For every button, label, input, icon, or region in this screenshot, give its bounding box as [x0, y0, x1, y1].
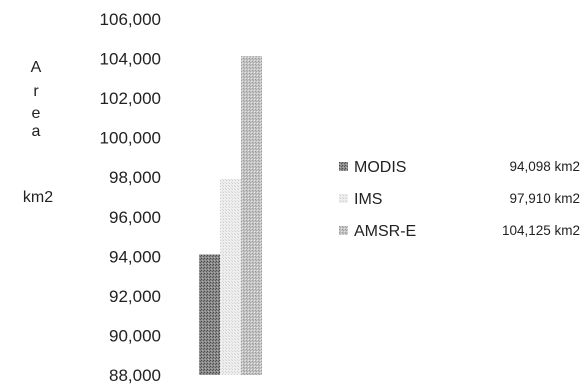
y-axis-ticks: 106,000 104,000 102,000 100,000 98,000 96,000… [100, 10, 161, 385]
y-tick-label: 98,000 [109, 168, 161, 187]
legend-value: 94,098 km2 [509, 159, 580, 174]
legend-label: MODIS [354, 159, 406, 176]
bars [199, 56, 262, 375]
y-tick-label: 104,000 [100, 50, 161, 69]
legend-swatch [339, 194, 348, 203]
y-tick-label: 102,000 [100, 89, 161, 108]
y-tick-label: 92,000 [109, 287, 161, 306]
legend-swatch [339, 226, 348, 235]
legend-swatch [339, 162, 348, 171]
bar-ims [220, 179, 241, 375]
legend-value: 104,125 km2 [502, 223, 580, 238]
y-tick-label: 106,000 [100, 10, 161, 29]
legend: MODIS 94,098 km2 IMS 97,910 km2 AMSR-E 104,12… [339, 159, 580, 240]
bar-modis [199, 254, 220, 375]
legend-label: IMS [354, 191, 382, 208]
y-tick-label: 90,000 [109, 326, 161, 345]
bar-amsr-e [241, 56, 262, 375]
y-axis-letter-2: r [33, 83, 39, 100]
y-axis-unit: km2 [23, 189, 53, 206]
y-tick-label: 96,000 [109, 208, 161, 227]
y-axis-letter-1: A [31, 59, 42, 76]
y-axis-letter-4: a [32, 123, 41, 140]
legend-value: 97,910 km2 [509, 191, 580, 206]
y-axis-letter-3: e [32, 105, 41, 122]
legend-label: AMSR-E [354, 223, 416, 240]
y-tick-label: 100,000 [100, 129, 161, 148]
y-tick-label: 94,000 [109, 247, 161, 266]
y-tick-label: 88,000 [109, 366, 161, 385]
